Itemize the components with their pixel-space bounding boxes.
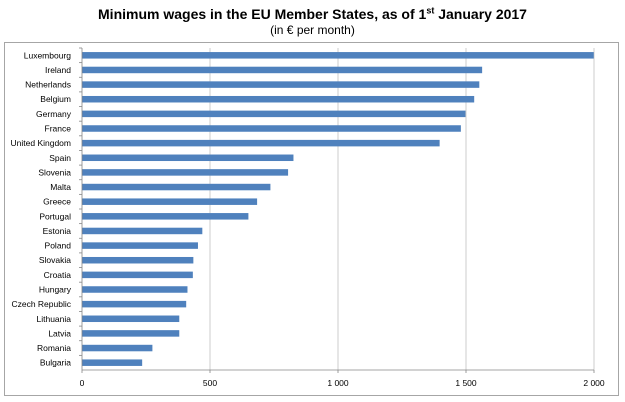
category-label: Netherlands	[25, 80, 71, 90]
chart-title: Minimum wages in the EU Member States, a…	[0, 6, 625, 23]
bar	[82, 271, 193, 279]
bar	[82, 125, 461, 132]
bar	[82, 169, 289, 176]
chart-title-tail: January 2017	[434, 6, 527, 22]
chart-subtitle: (in € per month)	[270, 23, 355, 37]
category-label: Latvia	[48, 328, 71, 338]
bar	[82, 359, 143, 366]
bar	[82, 183, 271, 191]
bar	[82, 242, 198, 249]
category-label: Romania	[37, 343, 71, 353]
x-tick-label: 2 000	[583, 378, 605, 388]
bar	[82, 81, 480, 88]
bar	[82, 52, 594, 59]
bar	[82, 227, 203, 235]
category-label: Poland	[45, 241, 72, 251]
category-label: Portugal	[39, 211, 71, 221]
category-label: Estonia	[43, 226, 72, 236]
bar	[82, 286, 188, 293]
category-label: Spain	[49, 153, 71, 163]
x-tick-label: 1 000	[327, 378, 349, 388]
bar	[82, 95, 475, 103]
bars	[82, 52, 594, 366]
category-label: Lithuania	[36, 314, 71, 324]
bar	[82, 154, 294, 162]
category-label: Luxembourg	[24, 50, 72, 60]
bar	[82, 213, 249, 220]
chart-title-superscript: st	[426, 5, 435, 16]
category-label: Malta	[50, 182, 71, 192]
category-label: Bulgaria	[40, 358, 71, 368]
bar	[82, 300, 187, 308]
x-tick-label: 0	[80, 378, 85, 388]
category-label: Hungary	[39, 285, 72, 295]
category-label: Croatia	[44, 270, 72, 280]
bar	[82, 344, 153, 352]
bar	[82, 198, 258, 205]
category-labels: Luxembourg Ireland Netherlands Belgium Germa…	[11, 50, 72, 367]
category-label: France	[45, 124, 72, 134]
category-label: Slovenia	[38, 167, 71, 177]
category-label: Germany	[36, 109, 72, 119]
category-label: Greece	[43, 197, 71, 207]
x-tick-label: 500	[203, 378, 217, 388]
bar	[82, 330, 180, 337]
bar	[82, 110, 466, 118]
category-label: Ireland	[45, 65, 71, 75]
bar	[82, 256, 194, 264]
category-label: Czech Republic	[11, 299, 71, 309]
category-label: Slovakia	[39, 255, 71, 265]
bar	[82, 66, 483, 74]
bar	[82, 139, 440, 147]
chart-title-text: Minimum wages in the EU Member States, a…	[98, 6, 427, 22]
category-label: United Kingdom	[11, 138, 71, 148]
category-label: Belgium	[40, 94, 71, 104]
bar	[82, 315, 180, 323]
x-tick-label: 1 500	[455, 378, 477, 388]
x-tick-labels: 0 500 1 000 1 500 2 000	[80, 378, 605, 388]
